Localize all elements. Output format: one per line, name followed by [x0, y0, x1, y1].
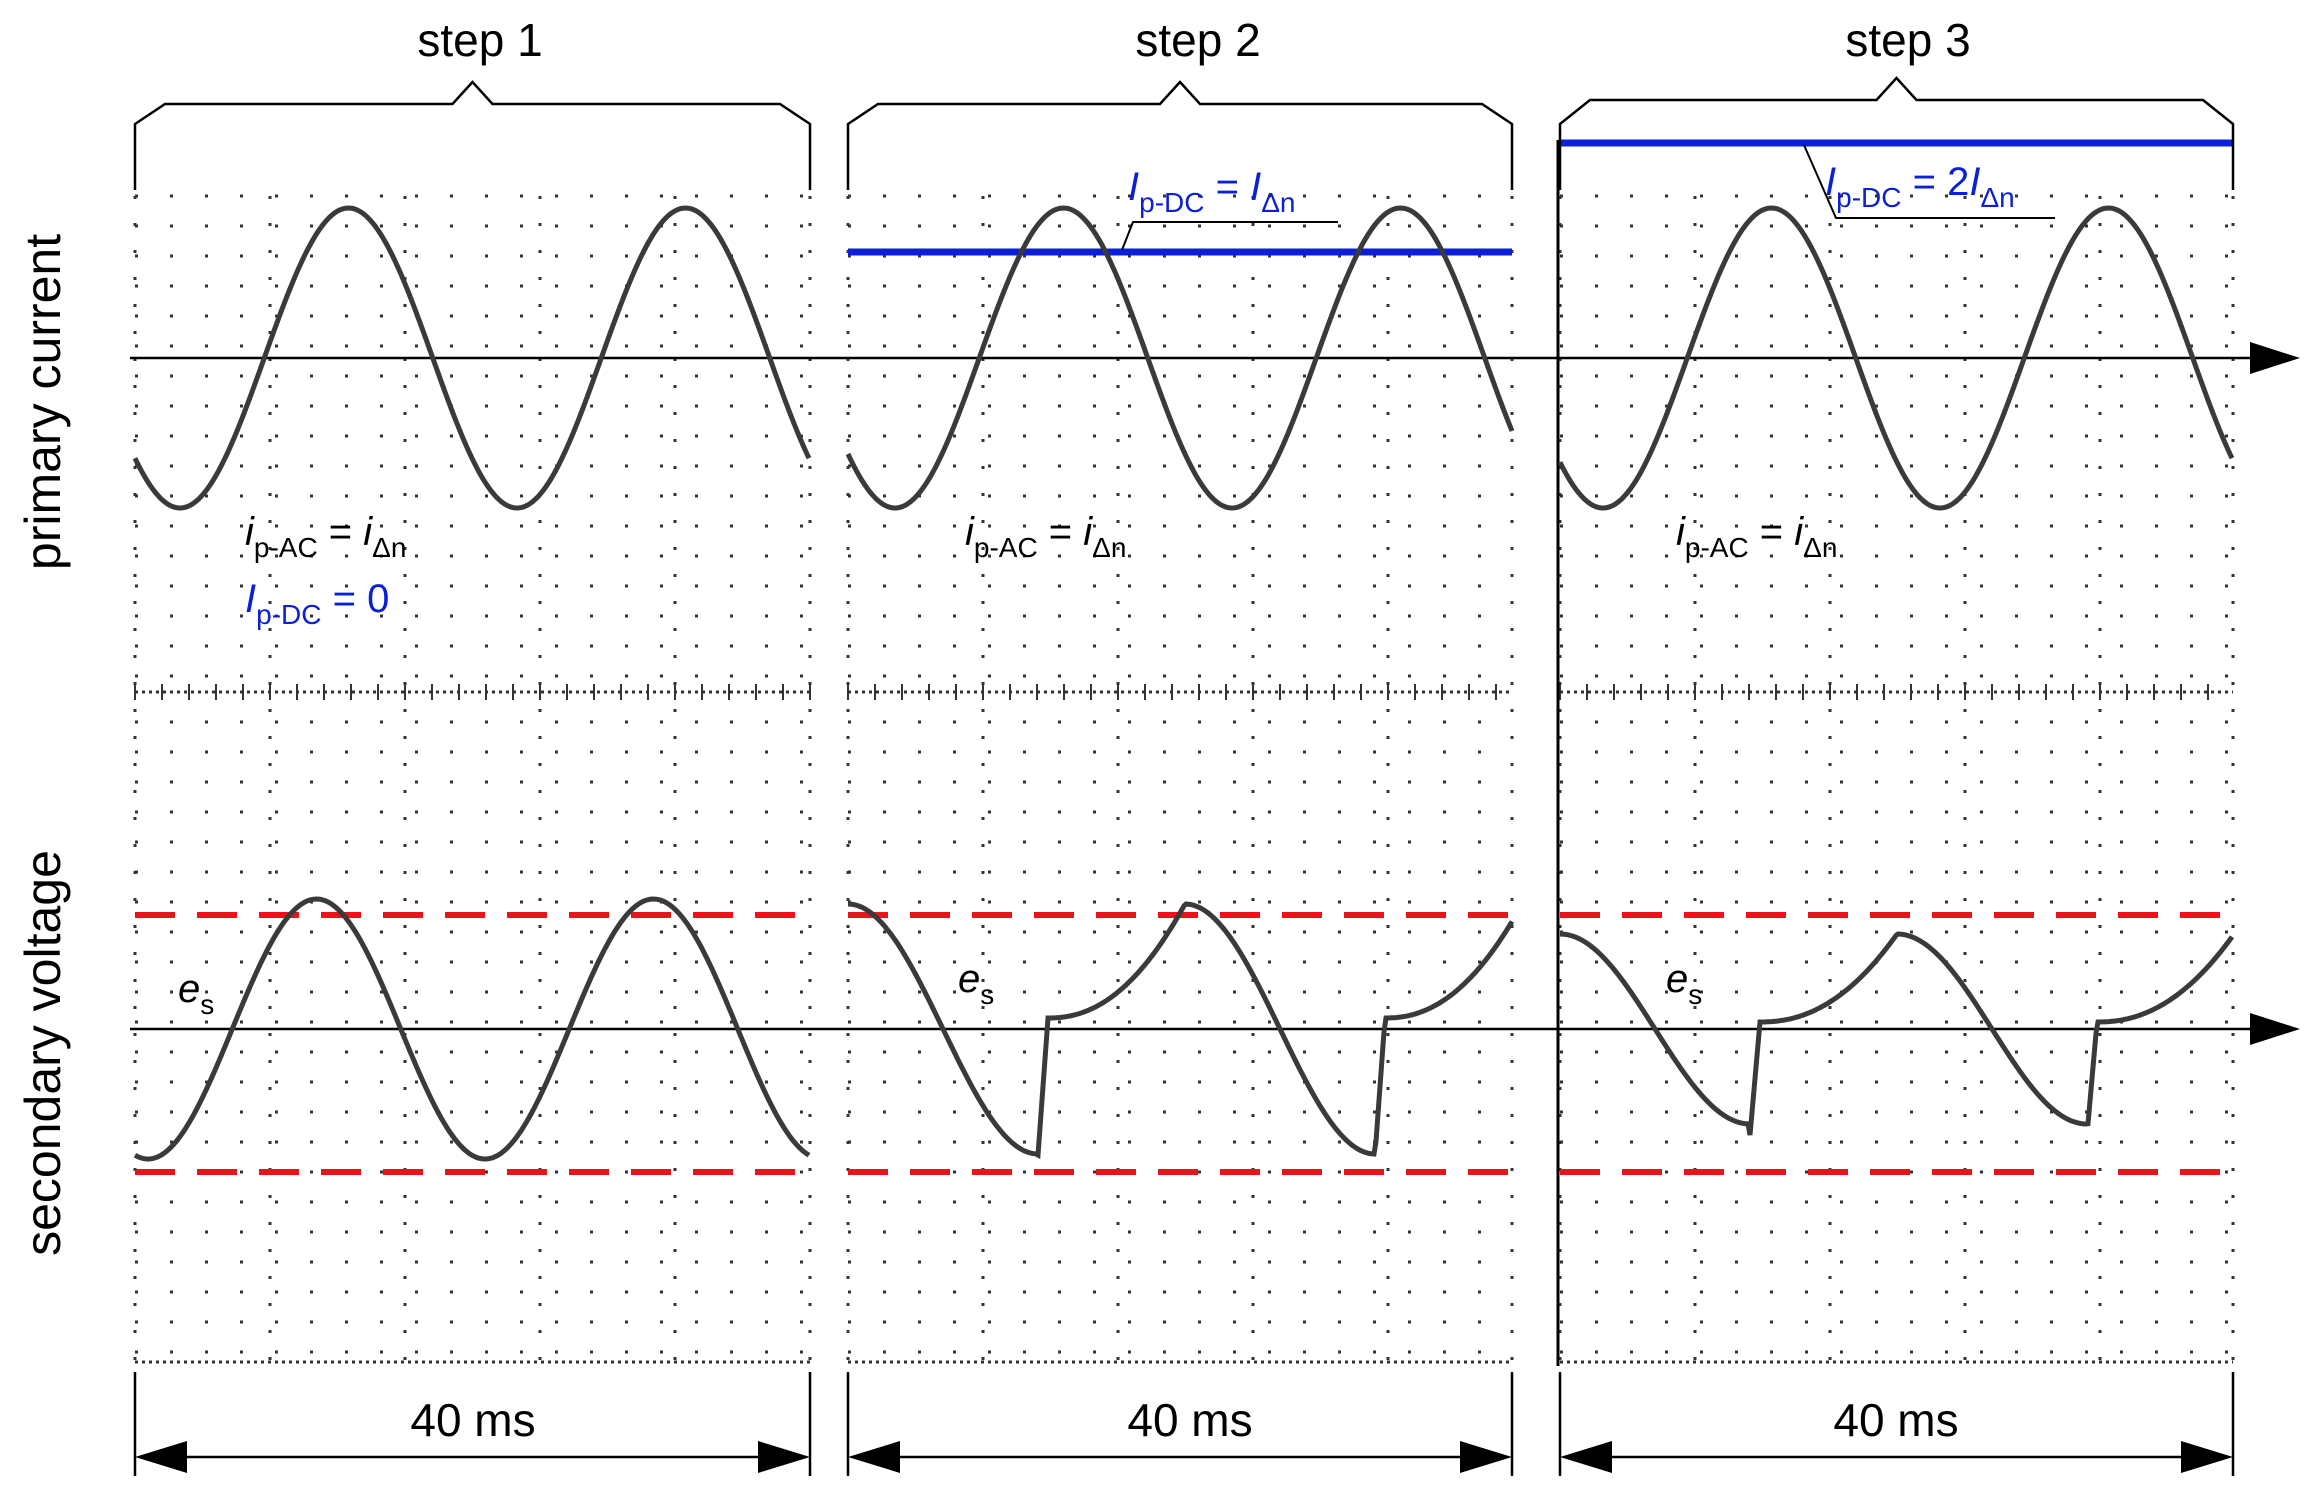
secondary-voltage-trace-1	[133, 896, 811, 1162]
step-3-ac-equation: ip-AC = iΔn	[1676, 510, 1837, 563]
step-braces	[133, 76, 2235, 190]
step-2-dc-leader	[1121, 221, 1338, 251]
step-3-title: step 3	[1845, 14, 1970, 66]
duration-arrows	[133, 1372, 2235, 1476]
primary-current-trace-2	[845, 205, 1515, 511]
step-1-es-label: es	[178, 967, 214, 1020]
primary-current-trace-1	[132, 205, 812, 511]
step-2-dc-equation: Ip-DC = IΔn	[1128, 165, 1295, 218]
step-1-ac-equation: ip-AC = iΔn	[245, 510, 406, 563]
step-2-duration: 40 ms	[1127, 1394, 1252, 1446]
step-3-es-label: es	[1666, 957, 1702, 1010]
waveform-traces	[132, 205, 2235, 1162]
axis-arrowhead	[2250, 1013, 2300, 1045]
step-brace-1	[133, 80, 812, 138]
step-1-duration: 40 ms	[410, 1394, 535, 1446]
primary-current-trace-3	[1557, 205, 2235, 511]
primary-axis-title: primary current	[15, 234, 71, 570]
step-brace-2	[846, 80, 1514, 138]
step-1-title: step 1	[417, 14, 542, 66]
scope-grid	[133, 194, 2235, 1366]
zero-axes	[130, 342, 2300, 1045]
duration-arrow-left	[1560, 1441, 1612, 1473]
secondary-voltage-trace-3	[1559, 931, 2235, 1136]
duration-arrow-right	[1460, 1441, 1512, 1473]
step-2-title: step 2	[1135, 14, 1260, 66]
step-3-duration: 40 ms	[1833, 1394, 1958, 1446]
secondary-axis-title: secondary voltage	[15, 850, 71, 1256]
step-2-ac-equation: ip-AC = iΔn	[965, 510, 1126, 563]
step-3-dc-equation: Ip-DC = 2IΔn	[1825, 160, 2015, 213]
axis-arrowhead	[2250, 342, 2300, 374]
secondary-voltage-trace-2	[847, 901, 1515, 1160]
step-2-es-label: es	[958, 957, 994, 1010]
step-3-dc-leader	[1803, 144, 2055, 219]
step-brace-3	[1558, 76, 2235, 138]
duration-arrow-right	[758, 1441, 810, 1473]
duration-arrow-right	[2181, 1441, 2233, 1473]
step-1-dc-equation: Ip-DC = 0	[245, 577, 389, 630]
duration-arrow-left	[848, 1441, 900, 1473]
dc-level-lines	[848, 139, 2233, 256]
duration-arrow-left	[135, 1441, 187, 1473]
